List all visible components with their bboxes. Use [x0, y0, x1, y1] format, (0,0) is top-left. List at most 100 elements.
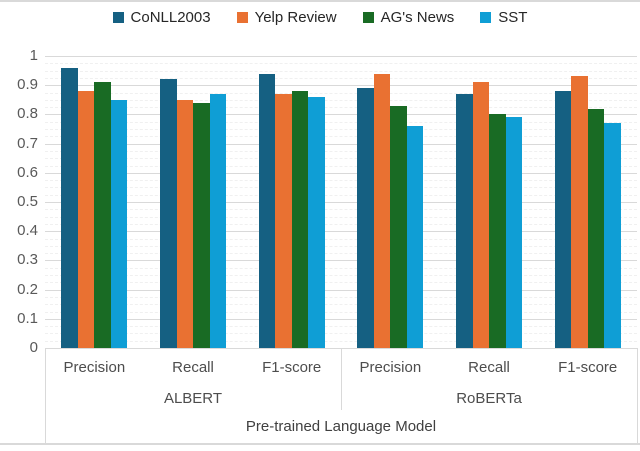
y-axis-tick-labels: 1 0.9 0.8 0.7 0.6 0.5 0.4 0.3 0.2 0.1 0: [0, 48, 38, 356]
major-gridline: [45, 318, 637, 320]
major-gridline: [45, 85, 637, 87]
bar-cluster: [456, 56, 523, 348]
bar-yelp-review: [571, 76, 588, 348]
legend-label: CoNLL2003: [130, 9, 211, 26]
model-group-divider: [341, 348, 342, 410]
minor-gridline: [45, 333, 637, 335]
minor-gridline: [45, 311, 637, 313]
major-gridline: [45, 231, 637, 233]
minor-gridline: [45, 63, 637, 65]
major-gridline: [45, 289, 637, 291]
model-group-label-roberta: RoBERTa: [456, 389, 522, 407]
minor-gridline: [45, 158, 637, 160]
minor-gridline: [45, 304, 637, 306]
minor-gridline: [45, 216, 637, 218]
legend-item-conll2003: CoNLL2003: [112, 9, 211, 26]
legend-item-ag-s-news: AG's News: [362, 9, 455, 26]
bar-group-5: [440, 56, 539, 348]
bar-group-2: [144, 56, 243, 348]
bar-cluster: [160, 56, 226, 348]
model-group-label-row: ALBERT RoBERTa: [45, 384, 637, 412]
category-label: F1-score: [558, 358, 618, 376]
bar-group-6: [538, 56, 637, 348]
legend-label: AG's News: [380, 9, 455, 26]
bar-yelp-review: [77, 91, 95, 348]
bar-sst: [308, 96, 325, 348]
minor-gridline: [45, 150, 637, 152]
major-gridline: [45, 114, 637, 116]
bar-conll2003: [258, 73, 276, 348]
bar-ag-s-news: [390, 105, 407, 348]
minor-gridline: [45, 326, 637, 328]
bar-group-4: [341, 56, 440, 348]
y-tick-label: 0.4: [17, 222, 38, 240]
bar-conll2003: [554, 91, 572, 348]
category-label: F1-score: [262, 358, 322, 376]
x-axis-title: Pre-trained Language Model: [245, 418, 437, 435]
minor-gridline: [45, 165, 637, 167]
bar-yelp-review: [275, 93, 292, 348]
category-label: Recall: [468, 358, 510, 376]
y-tick-label: 0.3: [17, 251, 38, 269]
minor-gridline: [45, 107, 637, 109]
bar-cluster: [61, 56, 128, 348]
legend-swatch-icon: [112, 12, 124, 23]
legend-item-sst: SST: [480, 9, 527, 26]
minor-gridline: [45, 194, 637, 196]
category-label: Precision: [359, 358, 422, 376]
legend-swatch-icon: [480, 12, 492, 23]
bar-conll2003: [357, 88, 374, 348]
legend-swatch-icon: [362, 12, 374, 23]
minor-gridline: [45, 267, 637, 269]
major-gridline: [45, 56, 637, 57]
model-group-label-albert: ALBERT: [163, 389, 223, 407]
bar-group-3: [242, 56, 341, 348]
bar-sst: [406, 126, 424, 348]
legend-item-yelp-review: Yelp Review: [236, 9, 337, 26]
y-tick-label: 0.7: [17, 134, 38, 152]
bar-conll2003: [456, 93, 473, 348]
bar-cluster: [258, 56, 325, 348]
plot-area: [45, 56, 637, 349]
bar-sst: [110, 99, 128, 348]
bar-cluster: [554, 56, 621, 348]
minor-gridline: [45, 121, 637, 123]
bar-clusters: [45, 56, 637, 348]
minor-gridline: [45, 282, 637, 284]
y-tick-label: 0.2: [17, 280, 38, 298]
bar-cluster: [357, 56, 424, 348]
bar-ag-s-news: [291, 91, 309, 348]
bar-ag-s-news: [587, 108, 605, 348]
minor-gridline: [45, 253, 637, 255]
bar-yelp-review: [176, 99, 193, 348]
major-gridline: [45, 143, 637, 145]
chart-legend: CoNLL2003 Yelp Review AG's News SST: [0, 9, 640, 26]
minor-gridline: [45, 209, 637, 211]
bar-conll2003: [61, 67, 78, 348]
category-label-row: Precision Recall F1-score Precision Recall F1…: [45, 352, 637, 382]
minor-gridline: [45, 187, 637, 189]
minor-gridline: [45, 296, 637, 298]
category-label: Precision: [63, 358, 126, 376]
axis-area-right-border: [637, 348, 638, 444]
minor-gridline: [45, 92, 637, 94]
bar-sst: [505, 117, 523, 348]
minor-gridline: [45, 275, 637, 276]
bar-group-1: [45, 56, 144, 348]
minor-gridline: [45, 129, 637, 130]
major-gridline: [45, 260, 637, 262]
bar-ag-s-news: [489, 114, 506, 348]
y-tick-label: 0.9: [17, 76, 38, 94]
minor-gridline: [45, 180, 637, 182]
minor-gridline: [45, 136, 637, 138]
category-label: Recall: [172, 358, 214, 376]
legend-label: Yelp Review: [254, 9, 337, 26]
y-tick-label: 0: [29, 339, 38, 356]
minor-gridline: [45, 223, 637, 225]
y-tick-label: 0.1: [17, 309, 38, 327]
y-tick-label: 0.6: [17, 163, 38, 181]
minor-gridline: [45, 238, 637, 240]
major-gridline: [45, 202, 637, 203]
minor-gridline: [45, 77, 637, 79]
